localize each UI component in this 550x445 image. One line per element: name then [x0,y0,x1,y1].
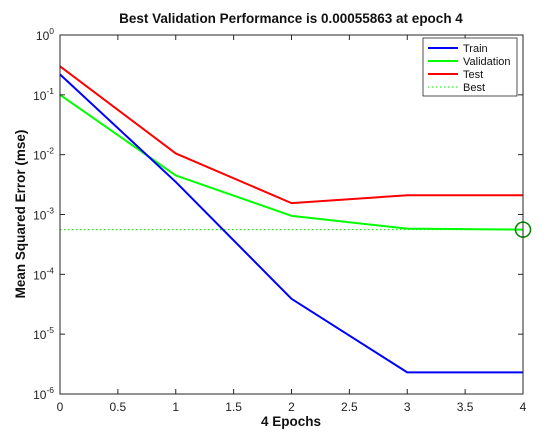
y-axis-ticks: 100 10-1 10-2 10-3 10-4 10-5 10-6 [33,26,523,402]
legend-label-train: Train [463,43,488,55]
series-lines [59,65,524,374]
x-axis-ticks: 0 0.5 1 1.5 2 2.5 3 3.5 4 [57,35,527,414]
x-tick-label: 4 [520,400,527,414]
y-tick-label: 10-3 [33,206,54,223]
legend-label-best: Best [463,82,485,94]
legend-label-validation: Validation [463,56,511,68]
y-tick-label: 10-2 [33,146,54,163]
y-tick-label: 10-1 [33,86,54,103]
legend-label-test: Test [463,69,483,81]
y-tick-label: 10-6 [33,385,54,402]
y-tick-label: 10-4 [33,265,54,282]
x-tick-label: 3.5 [457,400,474,414]
y-tick-label: 100 [36,26,54,43]
x-tick-label: 3 [404,400,411,414]
x-tick-label: 1.5 [225,400,242,414]
y-tick-label: 10-5 [33,325,54,342]
x-tick-label: 2 [288,400,295,414]
series-line-train [59,73,523,374]
series-line-validation [59,94,524,231]
chart-title: Best Validation Performance is 0.0005586… [119,11,463,26]
best-marker-lines [60,35,524,394]
x-tick-label: 1 [172,400,179,414]
series-line-test [59,65,523,205]
y-axis-label: Mean Squared Error (mse) [13,130,28,299]
x-tick-label: 0 [57,400,64,414]
x-axis-label: 4 Epochs [261,414,321,429]
x-tick-label: 2.5 [341,400,358,414]
x-tick-label: 0.5 [110,400,127,414]
